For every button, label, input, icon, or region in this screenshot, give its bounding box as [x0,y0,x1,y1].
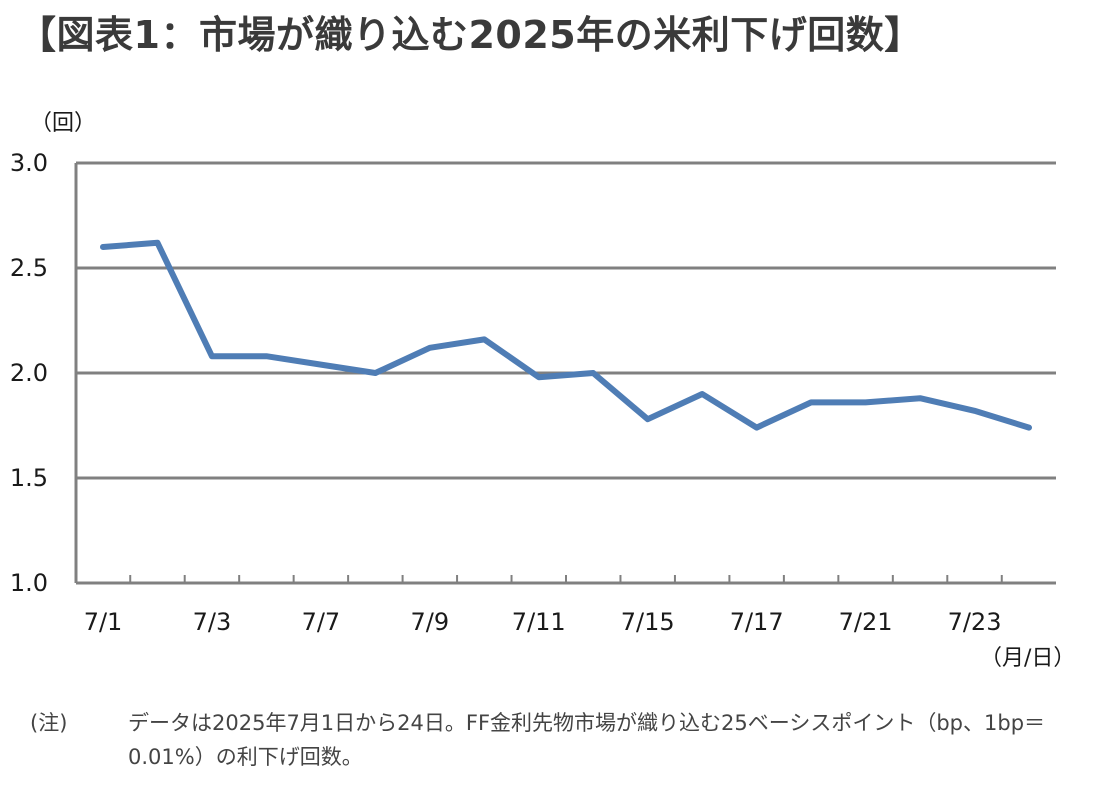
axes [74,163,1056,585]
chart-title: 【図表1：市場が織り込む2025年の米利下げ回数】 [18,13,923,57]
x-tick-label: 7/23 [948,608,1002,636]
x-tick-label: 7/17 [730,608,784,636]
x-tick-label: 7/21 [839,608,893,636]
x-tick-label: 7/11 [512,608,566,636]
line-chart: 3.0 2.5 2.0 1.5 1.0 7/1 7/3 7/7 7/9 7/11 7/15 7/17… [10,111,1076,671]
y-tick-label: 1.5 [10,464,48,492]
x-tick-labels: 7/1 7/3 7/7 7/9 7/11 7/15 7/17 7/21 7/23 [84,608,1002,636]
y-tick-label: 3.0 [10,149,48,177]
y-tick-label: 2.5 [10,254,48,282]
footnote-text: データは2025年7月1日から24日。FF金利先物市場が織り込む25ベーシスポイ… [128,711,1046,769]
y-axis-label: （回） [30,111,96,136]
x-tick-label: 7/15 [621,608,675,636]
y-tick-labels: 3.0 2.5 2.0 1.5 1.0 [10,149,48,597]
grid-lines [76,161,1056,480]
footnote-label: (注) [30,711,68,735]
x-axis-label: （月/日） [980,646,1075,671]
y-tick-label: 1.0 [10,569,48,597]
y-tick-label: 2.0 [10,359,48,387]
x-tick-label: 7/9 [411,608,450,636]
series-lines [100,239,1032,431]
series-line [100,239,1032,431]
x-tick-label: 7/3 [193,608,232,636]
x-tick-label: 7/1 [84,608,123,636]
x-tick-label: 7/7 [302,608,341,636]
